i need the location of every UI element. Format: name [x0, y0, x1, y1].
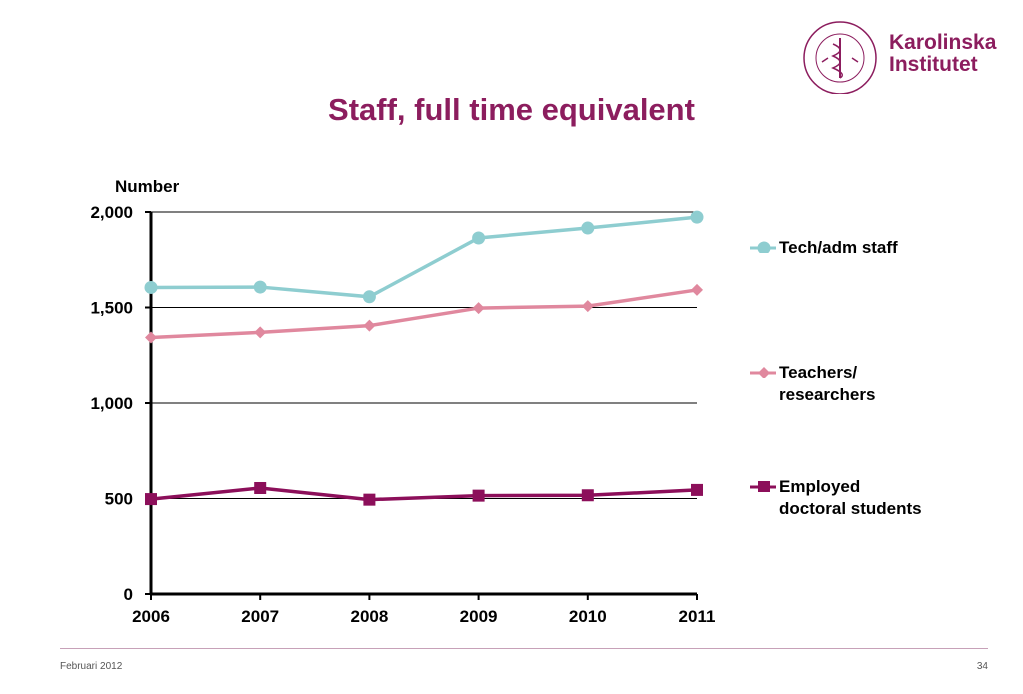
data-point: [363, 319, 376, 332]
y-tick-label: 500: [105, 490, 133, 509]
data-point: [362, 290, 376, 304]
y-tick-label: 1,000: [90, 394, 133, 413]
data-point: [145, 331, 157, 344]
series-line: [150, 486, 698, 502]
data-point: [581, 300, 594, 313]
legend-swatch: [750, 481, 776, 492]
data-point: [254, 326, 267, 339]
y-tick-label: 2,000: [90, 203, 133, 222]
data-point: [144, 280, 158, 294]
logo-line2: Institutet: [889, 53, 978, 76]
legend-swatch-marker: [757, 241, 771, 253]
data-point: [363, 493, 376, 506]
legend-swatch: [750, 367, 776, 378]
series-lines: [144, 210, 704, 506]
legend-label-line: Teachers/: [779, 363, 858, 382]
karolinska-logo: Karolinska Institutet: [800, 18, 1000, 94]
x-tick-label: 2011: [679, 607, 716, 626]
data-point: [145, 493, 157, 506]
data-point: [581, 489, 594, 502]
axes: [145, 211, 698, 600]
footer-date: Februari 2012: [60, 661, 123, 672]
x-tick-label: 2007: [241, 607, 279, 626]
data-point: [690, 210, 704, 224]
series-line: [150, 288, 698, 340]
data-point: [472, 489, 485, 502]
data-point: [472, 302, 485, 315]
x-tick-label: 2009: [460, 607, 498, 626]
footer-divider: [60, 648, 988, 649]
data-point: [581, 221, 595, 235]
legend-label: Employed doctoral students: [779, 476, 979, 520]
legend-label-line: Employed: [779, 477, 861, 496]
legend-label-line: doctoral students: [779, 499, 922, 518]
data-point: [472, 231, 486, 245]
x-tick-labels: 2006 2007 2008 2009 2010 2011: [132, 607, 715, 626]
data-point: [691, 283, 703, 296]
data-point: [253, 280, 267, 294]
series-line: [150, 215, 698, 299]
x-tick-label: 2008: [350, 607, 388, 626]
legend-swatch-marker: [758, 367, 770, 378]
series-1: [144, 210, 704, 304]
series-2: [145, 283, 703, 344]
x-tick-label: 2006: [132, 607, 170, 626]
data-point: [691, 483, 703, 496]
y-tick-label: 1,500: [90, 299, 133, 318]
y-axis-label: Number: [115, 177, 180, 196]
grid-lines: [151, 211, 697, 499]
legend-label: Tech/adm staff: [779, 237, 979, 259]
seal-icon: [803, 21, 877, 94]
logo-line1: Karolinska: [889, 31, 997, 54]
legend-swatch: [750, 241, 776, 253]
legend-swatch-marker: [758, 481, 770, 492]
page-number: 34: [976, 661, 988, 672]
data-point: [254, 481, 267, 494]
y-tick-label: 0: [124, 585, 133, 604]
legend-label-line: researchers: [779, 385, 876, 404]
legend-label-line: Tech/adm staff: [779, 238, 898, 257]
slide-title: Staff, full time equivalent: [328, 92, 695, 127]
legend-label: Teachers/researchers: [779, 362, 979, 406]
y-tick-labels: 0 500 1,000 1,500 2,000: [90, 203, 133, 604]
series-3: [145, 481, 703, 506]
x-tick-label: 2010: [569, 607, 607, 626]
